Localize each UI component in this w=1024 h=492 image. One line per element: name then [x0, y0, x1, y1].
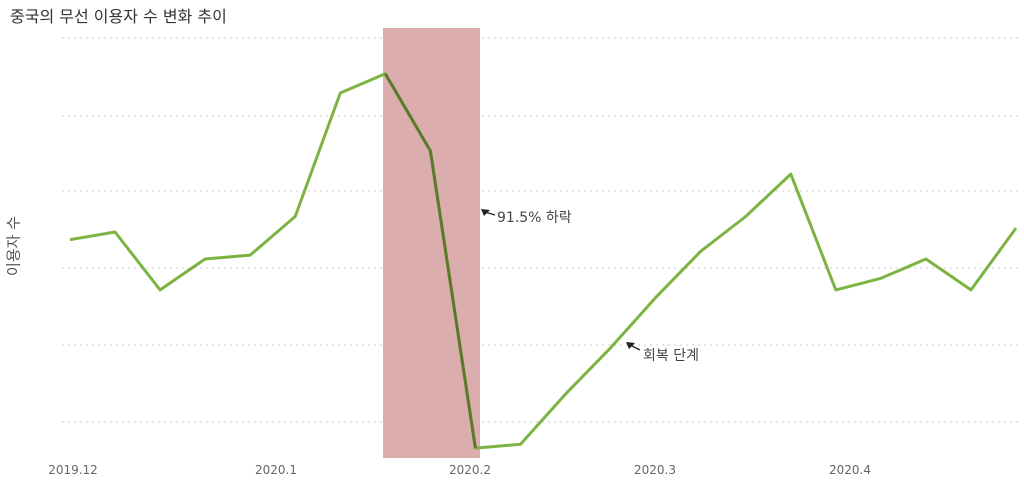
x-tick-label: 2019.12 [48, 463, 98, 477]
annotation-label: 91.5% 하락 [497, 210, 572, 226]
annotation: 회복 단계 [626, 342, 699, 364]
x-tick-label: 2020.4 [829, 463, 871, 477]
x-axis-ticks: 2019.12 2020.1 2020.2 2020.3 2020.4 [48, 463, 871, 477]
series-line-highlighted [384, 72, 477, 449]
annotation-label: 회복 단계 [643, 348, 699, 364]
x-tick-label: 2020.2 [449, 463, 491, 477]
annotation: 91.5% 하락 [481, 209, 572, 226]
x-tick-label: 2020.1 [255, 463, 297, 477]
gridlines [62, 37, 1022, 423]
x-tick-label: 2020.3 [634, 463, 676, 477]
series-line [69, 72, 1018, 450]
chart-title: 중국의 무선 이용자 수 변화 추이 [10, 7, 227, 26]
